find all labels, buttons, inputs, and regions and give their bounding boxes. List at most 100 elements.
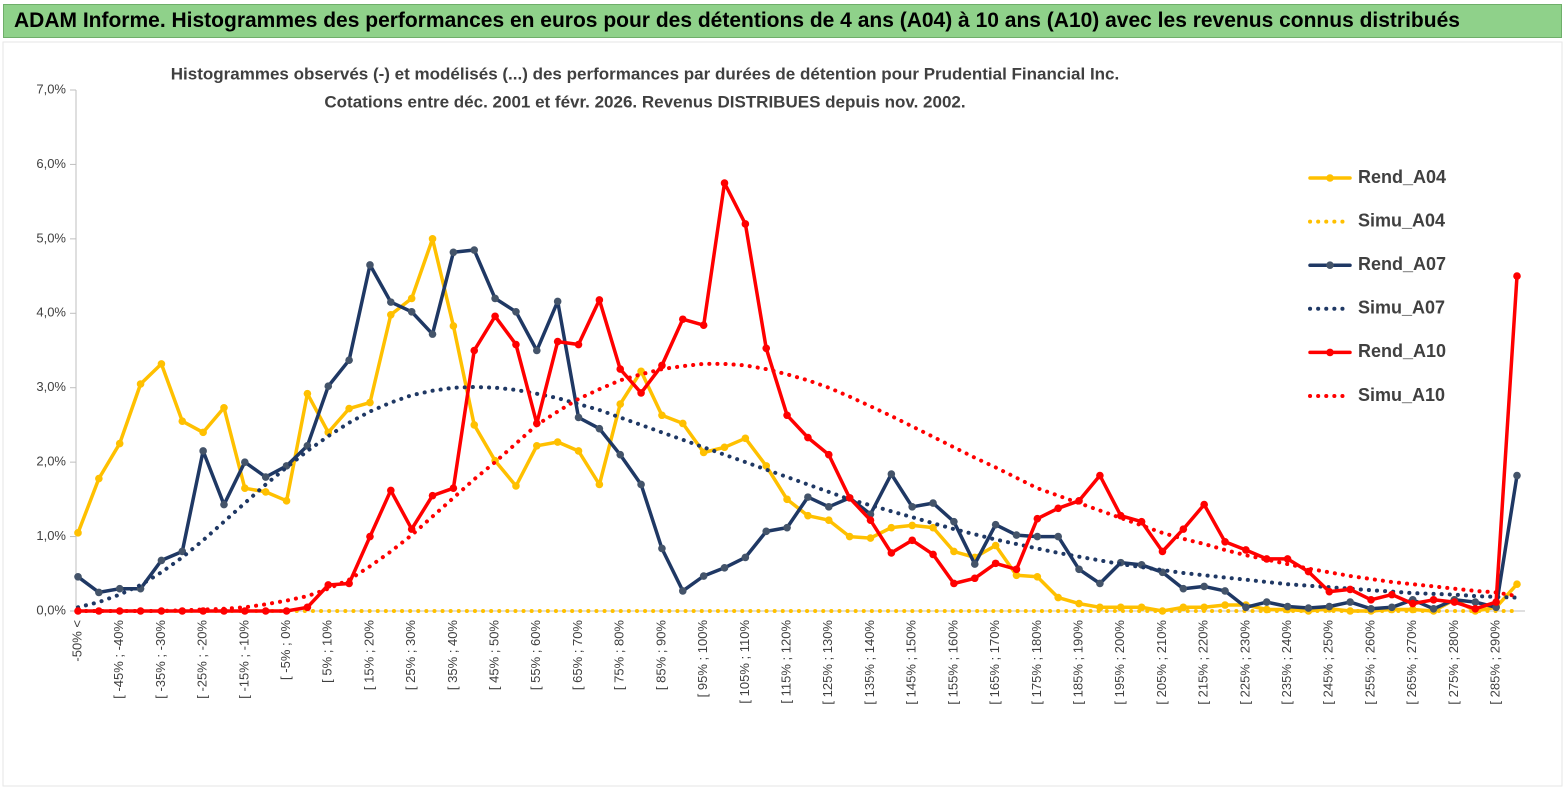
- data-point: [616, 365, 625, 373]
- data-point: [845, 532, 854, 541]
- data-point: [1075, 599, 1083, 608]
- legend-marker: [1326, 261, 1334, 270]
- data-point: [616, 400, 625, 408]
- y-tick-label: 1,0%: [36, 528, 66, 543]
- x-tick-label: [ 285% ; 290%: [1488, 620, 1503, 705]
- data-point: [804, 511, 812, 520]
- legend-marker: [1326, 348, 1334, 357]
- data-point: [220, 404, 228, 412]
- x-tick-label: [ -15% ; -10%: [236, 620, 251, 699]
- x-tick-label: [ 55% ; 60%: [528, 620, 543, 691]
- data-point: [553, 337, 562, 346]
- data-point: [1492, 598, 1500, 606]
- data-point: [804, 433, 812, 442]
- data-point: [261, 488, 270, 496]
- data-point: [1075, 565, 1083, 574]
- data-point: [1471, 598, 1480, 606]
- x-tick-label: [ -45% ; -40%: [111, 620, 126, 699]
- data-point: [1325, 602, 1334, 611]
- data-point: [512, 482, 520, 490]
- data-point: [804, 493, 812, 501]
- data-point: [595, 296, 604, 304]
- data-point: [574, 413, 583, 422]
- data-point: [1262, 555, 1271, 563]
- data-point: [887, 523, 896, 532]
- data-point: [1012, 565, 1021, 574]
- data-point: [595, 480, 604, 489]
- data-point: [1388, 590, 1396, 599]
- data-point: [199, 447, 207, 455]
- data-point: [1471, 604, 1480, 613]
- data-point: [1221, 601, 1229, 609]
- data-point: [95, 474, 103, 483]
- data-point: [1450, 598, 1459, 606]
- legend-label: Rend_A07: [1358, 254, 1446, 274]
- data-point: [1242, 603, 1250, 612]
- data-point: [1200, 500, 1208, 509]
- y-tick-label: 0,0%: [36, 602, 66, 617]
- data-point: [324, 382, 333, 391]
- data-point: [1513, 272, 1521, 280]
- data-point: [553, 297, 562, 306]
- data-point: [1054, 532, 1062, 541]
- x-tick-label: [ 35% ; 40%: [445, 620, 460, 691]
- data-point: [241, 607, 249, 615]
- data-point: [929, 499, 937, 507]
- data-point: [178, 417, 187, 426]
- x-tick-label: [ 115% ; 120%: [779, 620, 794, 704]
- data-point: [887, 470, 896, 478]
- data-point: [303, 603, 312, 612]
- data-point: [908, 503, 917, 511]
- data-point: [991, 559, 1000, 568]
- data-point: [1283, 555, 1292, 563]
- data-point: [324, 581, 333, 589]
- data-point: [1033, 572, 1042, 581]
- data-point: [1054, 504, 1062, 513]
- data-point: [345, 579, 353, 588]
- data-point: [428, 491, 437, 500]
- data-point: [1096, 579, 1104, 588]
- data-point: [741, 553, 750, 562]
- data-point: [720, 179, 729, 187]
- data-point: [950, 517, 958, 526]
- data-point: [908, 521, 917, 530]
- data-point: [1429, 604, 1438, 613]
- header-title: ADAM Informe. Histogrammes des performan…: [3, 4, 1562, 38]
- data-point: [699, 572, 708, 580]
- data-point: [908, 536, 917, 545]
- data-point: [157, 556, 166, 565]
- data-point: [533, 346, 541, 355]
- data-point: [157, 360, 166, 368]
- data-point: [887, 549, 896, 557]
- data-point: [115, 584, 124, 593]
- y-tick-label: 2,0%: [36, 454, 66, 469]
- data-point: [366, 261, 374, 269]
- data-point: [1283, 602, 1292, 611]
- x-tick-label: [ 45% ; 50%: [487, 620, 502, 691]
- data-point: [261, 473, 270, 481]
- x-tick-label: [ 85% ; 90%: [653, 620, 668, 691]
- data-point: [407, 294, 416, 303]
- data-point: [950, 579, 958, 588]
- data-point: [637, 389, 645, 397]
- data-point: [1429, 596, 1438, 604]
- y-tick-label: 5,0%: [36, 230, 66, 245]
- data-point: [1033, 514, 1042, 523]
- data-point: [1012, 531, 1021, 539]
- data-point: [1408, 599, 1417, 608]
- data-point: [282, 607, 291, 615]
- data-point: [1325, 587, 1334, 596]
- data-point: [658, 544, 666, 553]
- data-point: [1513, 580, 1521, 589]
- data-point: [449, 322, 458, 330]
- data-point: [1221, 537, 1229, 546]
- x-tick-label: [ 195% ; 200%: [1112, 620, 1127, 705]
- data-point: [345, 404, 353, 413]
- data-point: [470, 421, 479, 429]
- x-tick-label: [ 235% ; 240%: [1279, 620, 1294, 705]
- data-point: [428, 235, 437, 243]
- data-point: [74, 572, 82, 581]
- data-point: [929, 523, 937, 532]
- data-point: [407, 307, 416, 316]
